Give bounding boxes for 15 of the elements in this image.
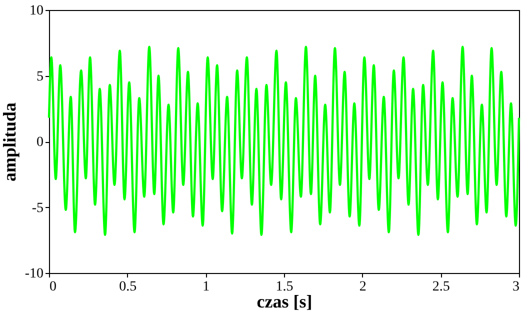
x-tick-label: 1 bbox=[202, 280, 210, 294]
y-axis-title: amplituda bbox=[0, 102, 20, 182]
x-axis-title: czas [s] bbox=[256, 292, 312, 312]
line-series bbox=[48, 46, 520, 236]
x-tick-label: 0 bbox=[50, 280, 56, 294]
x-tick-label: 0.5 bbox=[119, 280, 137, 294]
x-tick-label: 3 bbox=[512, 280, 520, 294]
y-tick-label: -10 bbox=[24, 266, 44, 282]
x-tick-label: 2.5 bbox=[432, 280, 450, 294]
y-tick-label: 5 bbox=[36, 69, 44, 84]
y-tick-label: -5 bbox=[32, 200, 44, 216]
x-tick-label: 1.5 bbox=[276, 280, 294, 294]
y-tick-label: 0 bbox=[36, 135, 44, 150]
x-tick-label: 2 bbox=[359, 280, 366, 294]
y-tick-label: 10 bbox=[30, 4, 44, 18]
